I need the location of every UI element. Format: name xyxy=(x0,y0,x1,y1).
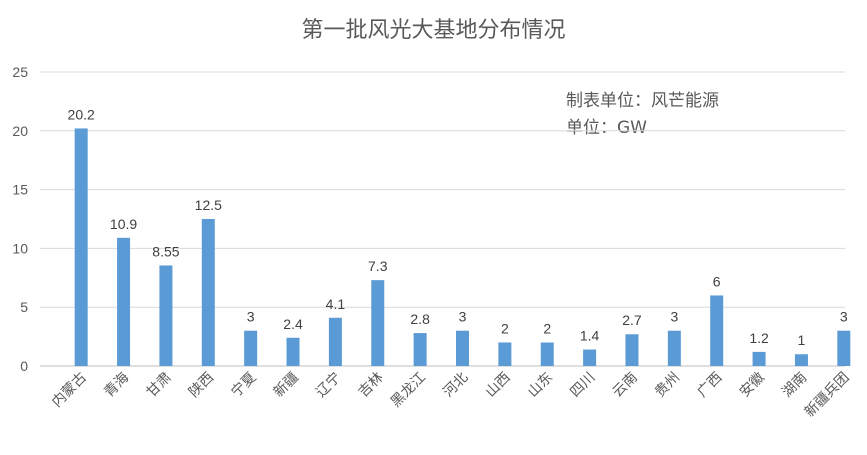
bar xyxy=(667,330,681,366)
data-label: 1.2 xyxy=(749,330,769,346)
y-tick-label: 10 xyxy=(12,240,28,256)
x-tick-label: 云南 xyxy=(610,370,641,401)
data-label: 6 xyxy=(713,273,721,289)
x-tick-label: 陕西 xyxy=(186,370,217,401)
bar xyxy=(837,330,851,366)
y-tick-label: 0 xyxy=(20,358,28,374)
bar xyxy=(498,342,512,366)
x-tick-label: 广西 xyxy=(694,370,725,401)
bar xyxy=(286,337,300,366)
data-label: 3 xyxy=(840,309,848,325)
source-note: 制表单位：风芒能源 xyxy=(566,91,719,111)
data-label: 3 xyxy=(670,309,678,325)
bar xyxy=(456,330,469,366)
bar xyxy=(201,219,215,366)
x-tick-label: 河北 xyxy=(440,370,471,401)
data-label: 7.3 xyxy=(368,258,388,274)
data-label: 2.8 xyxy=(410,311,430,327)
bar xyxy=(371,280,385,366)
data-label: 3 xyxy=(459,309,467,325)
data-labels: 20.2 10.9 8.55 12.5 3 2.4 4.1 7.3 2.8 3 2 2 1.4 2.7 3 6… xyxy=(68,106,848,348)
bar xyxy=(328,317,342,366)
y-tick-label: 20 xyxy=(12,123,28,139)
data-label: 2.7 xyxy=(622,312,642,328)
bars xyxy=(74,128,851,366)
data-label: 2.4 xyxy=(283,316,303,332)
bar xyxy=(710,295,724,366)
bar xyxy=(752,351,766,366)
data-label: 4.1 xyxy=(326,296,346,312)
data-label: 8.55 xyxy=(152,243,179,259)
x-tick-label: 安徽 xyxy=(737,370,768,401)
bar xyxy=(413,333,427,366)
bar xyxy=(625,334,639,366)
bar xyxy=(117,237,131,366)
bar xyxy=(583,349,597,366)
data-label: 1.4 xyxy=(580,328,600,344)
data-label: 3 xyxy=(247,309,255,325)
x-tick-label: 黑龙江 xyxy=(388,370,429,411)
chart-title: 第一批风光大基地分布情况 xyxy=(301,18,566,43)
data-label: 12.5 xyxy=(195,197,222,213)
x-axis: 内蒙古 青海 甘肃 陕西 宁夏 新疆 辽宁 吉林 黑龙江 河北 山西 山东 四川 云南 贵州 广西 安徽 湖南新疆… xyxy=(49,369,853,421)
x-tick-label: 山东 xyxy=(525,370,556,401)
x-tick-label: 山西 xyxy=(483,370,514,401)
bar xyxy=(794,354,808,366)
x-tick-label: 四川 xyxy=(567,370,598,401)
x-tick-label: 湖南 xyxy=(779,370,810,401)
gridlines xyxy=(40,71,845,367)
bar xyxy=(244,330,258,366)
x-tick-label: 宁夏 xyxy=(228,369,260,401)
data-label: 10.9 xyxy=(110,216,137,232)
x-tick-label: 青海 xyxy=(101,370,132,401)
bar xyxy=(74,128,88,366)
y-tick-label: 15 xyxy=(12,182,28,198)
x-tick-label: 新疆 xyxy=(271,370,302,401)
x-tick-label: 甘肃 xyxy=(144,370,175,401)
bar xyxy=(159,265,173,366)
unit-note: 单位：GW xyxy=(566,118,647,138)
data-label: 2 xyxy=(501,320,509,336)
bar xyxy=(540,342,554,366)
data-label: 2 xyxy=(543,320,551,336)
x-tick-label: 吉林 xyxy=(355,370,386,401)
x-tick-label: 新疆兵团 xyxy=(802,370,853,421)
x-tick-label: 贵州 xyxy=(652,370,683,401)
y-tick-label: 5 xyxy=(20,299,28,315)
x-tick-label: 辽宁 xyxy=(312,369,344,401)
data-label: 20.2 xyxy=(68,106,95,122)
y-tick-label: 25 xyxy=(12,64,28,80)
y-axis: 0 5 10 15 20 25 xyxy=(12,64,28,374)
data-label: 1 xyxy=(798,332,806,348)
x-tick-label: 内蒙古 xyxy=(49,370,90,411)
